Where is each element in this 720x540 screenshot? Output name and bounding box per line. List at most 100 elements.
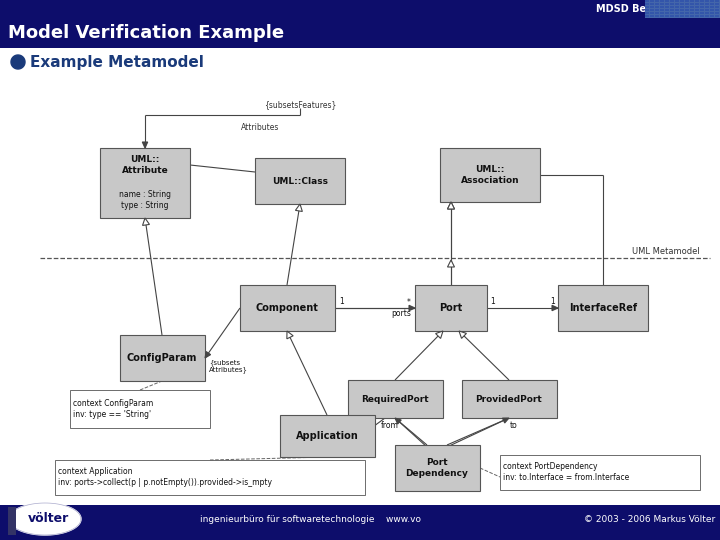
Bar: [100, 148, 190, 218]
Bar: [705, 9, 709, 11]
Bar: [685, 9, 689, 11]
Text: RequiredPort: RequiredPort: [361, 395, 429, 403]
Bar: [0, 18, 720, 48]
Bar: [710, 3, 714, 5]
Bar: [715, 12, 719, 14]
Text: {subsetsFeatures}: {subsetsFeatures}: [264, 100, 336, 110]
Bar: [695, 9, 699, 11]
Polygon shape: [436, 331, 443, 339]
Bar: [690, 3, 694, 5]
Bar: [715, 0, 719, 2]
Bar: [500, 455, 700, 490]
Bar: [695, 12, 699, 14]
Bar: [660, 0, 664, 2]
Bar: [675, 15, 679, 17]
Bar: [655, 3, 659, 5]
Bar: [650, 0, 654, 2]
Bar: [670, 3, 674, 5]
Bar: [700, 0, 704, 2]
Bar: [650, 9, 654, 11]
Text: context PortDependency
inv: to.Interface = from.Interface: context PortDependency inv: to.Interface…: [503, 462, 629, 482]
Bar: [715, 15, 719, 17]
Polygon shape: [395, 418, 401, 424]
Bar: [415, 285, 487, 331]
Text: to: to: [510, 422, 518, 430]
Polygon shape: [448, 202, 454, 209]
Text: *: *: [407, 298, 411, 307]
Bar: [670, 0, 674, 2]
Bar: [705, 3, 709, 5]
Bar: [645, 3, 649, 5]
Bar: [685, 3, 689, 5]
Text: context ConfigParam
inv: type == 'String': context ConfigParam inv: type == 'String…: [73, 399, 153, 418]
Polygon shape: [503, 418, 509, 423]
Bar: [462, 380, 557, 418]
Bar: [680, 9, 684, 11]
Bar: [690, 0, 694, 2]
Bar: [645, 0, 720, 18]
Bar: [685, 15, 689, 17]
Bar: [705, 15, 709, 17]
Bar: [440, 148, 540, 202]
Bar: [650, 6, 654, 8]
Text: {subsets
Attributes}: {subsets Attributes}: [209, 359, 248, 373]
Bar: [685, 0, 689, 2]
Bar: [645, 15, 649, 17]
Bar: [690, 15, 694, 17]
Bar: [660, 3, 664, 5]
Bar: [670, 15, 674, 17]
Text: ingenieurbüro für softwaretechnologie    www.vo: ingenieurbüro für softwaretechnologie ww…: [200, 515, 421, 523]
Text: Port: Port: [439, 303, 463, 313]
Bar: [650, 15, 654, 17]
Text: Component: Component: [256, 303, 318, 313]
Bar: [705, 6, 709, 8]
Polygon shape: [409, 305, 415, 310]
Text: name : String
type : String: name : String type : String: [119, 190, 171, 210]
Bar: [695, 6, 699, 8]
Text: völter: völter: [27, 512, 68, 525]
Polygon shape: [448, 202, 454, 209]
Bar: [685, 6, 689, 8]
Bar: [685, 12, 689, 14]
Bar: [700, 9, 704, 11]
Bar: [690, 6, 694, 8]
Text: InterfaceRef: InterfaceRef: [569, 303, 637, 313]
Text: Application: Application: [296, 431, 359, 441]
Bar: [690, 9, 694, 11]
Bar: [255, 158, 345, 204]
Polygon shape: [448, 260, 454, 267]
Polygon shape: [143, 218, 150, 225]
Text: 1: 1: [490, 298, 495, 307]
Bar: [665, 6, 669, 8]
Bar: [695, 0, 699, 2]
Bar: [710, 15, 714, 17]
Bar: [660, 9, 664, 11]
Bar: [8, 507, 16, 535]
Bar: [660, 15, 664, 17]
Text: 1: 1: [339, 298, 343, 307]
Bar: [0, 0, 720, 18]
Bar: [645, 9, 649, 11]
Text: Example Metamodel: Example Metamodel: [30, 55, 204, 70]
Bar: [680, 0, 684, 2]
Polygon shape: [295, 204, 302, 212]
Bar: [660, 12, 664, 14]
Bar: [680, 12, 684, 14]
Bar: [710, 0, 714, 2]
Bar: [348, 380, 443, 418]
Bar: [655, 0, 659, 2]
Bar: [695, 3, 699, 5]
Bar: [645, 12, 649, 14]
Bar: [710, 6, 714, 8]
Bar: [655, 12, 659, 14]
Bar: [558, 285, 648, 331]
Bar: [280, 415, 375, 457]
Bar: [675, 9, 679, 11]
Bar: [55, 460, 365, 495]
Bar: [670, 9, 674, 11]
Bar: [70, 390, 210, 428]
Bar: [680, 6, 684, 8]
Polygon shape: [459, 331, 467, 339]
Polygon shape: [552, 305, 558, 310]
Bar: [700, 15, 704, 17]
